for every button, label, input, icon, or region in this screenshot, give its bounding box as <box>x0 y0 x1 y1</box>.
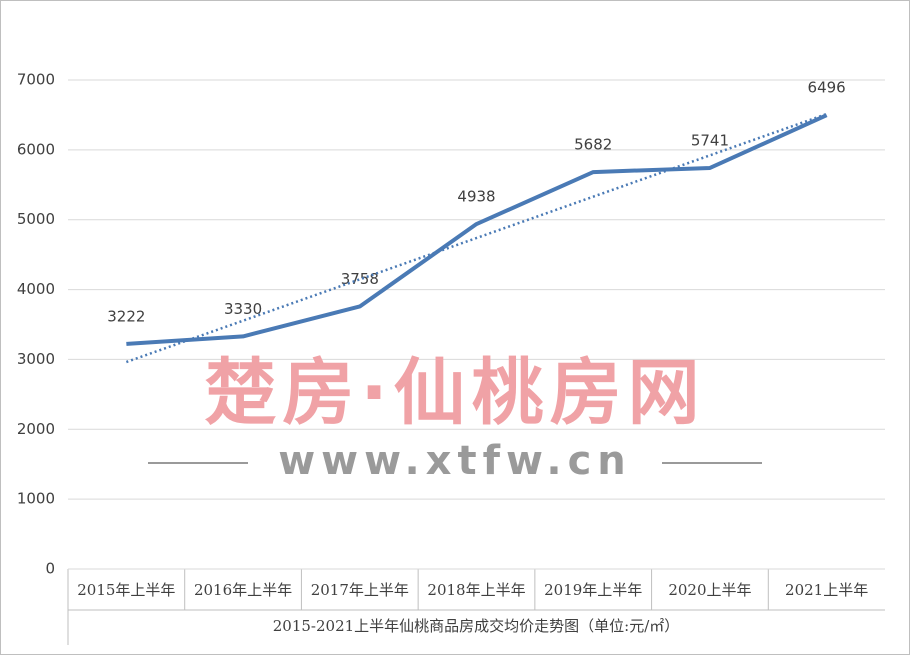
x-tick-label: 2015年上半年 <box>77 581 175 599</box>
y-tick-label: 5000 <box>17 210 55 228</box>
x-tick-label: 2017年上半年 <box>311 581 409 599</box>
data-label: 5682 <box>574 136 612 154</box>
x-tick-label: 2020上半年 <box>668 581 751 599</box>
data-label: 5741 <box>691 131 729 149</box>
y-tick-label: 6000 <box>17 140 55 158</box>
x-tick-label: 2018年上半年 <box>427 581 525 599</box>
y-tick-label: 1000 <box>17 490 55 508</box>
data-label: 3758 <box>341 270 379 288</box>
data-label: 6496 <box>808 79 846 97</box>
trend-line <box>125 112 828 364</box>
data-label: 3330 <box>224 300 262 318</box>
y-tick-label: 4000 <box>17 280 55 298</box>
data-label: 4938 <box>457 188 495 206</box>
watermark-url: www.xtfw.cn <box>278 438 632 484</box>
x-axis-title: 2015-2021上半年仙桃商品房成交均价走势图（单位:元/㎡） <box>273 617 680 635</box>
data-label: 3222 <box>107 307 145 325</box>
y-tick-label: 7000 <box>17 71 55 89</box>
x-tick-label: 2016年上半年 <box>194 581 292 599</box>
x-tick-label: 2021上半年 <box>785 581 868 599</box>
y-tick-label: 0 <box>45 560 55 578</box>
data-line <box>126 113 828 346</box>
watermark-title: 楚房·仙桃房网 <box>204 351 705 435</box>
y-tick-label: 2000 <box>17 420 55 438</box>
y-tick-label: 3000 <box>17 350 55 368</box>
x-tick-label: 2019年上半年 <box>544 581 642 599</box>
